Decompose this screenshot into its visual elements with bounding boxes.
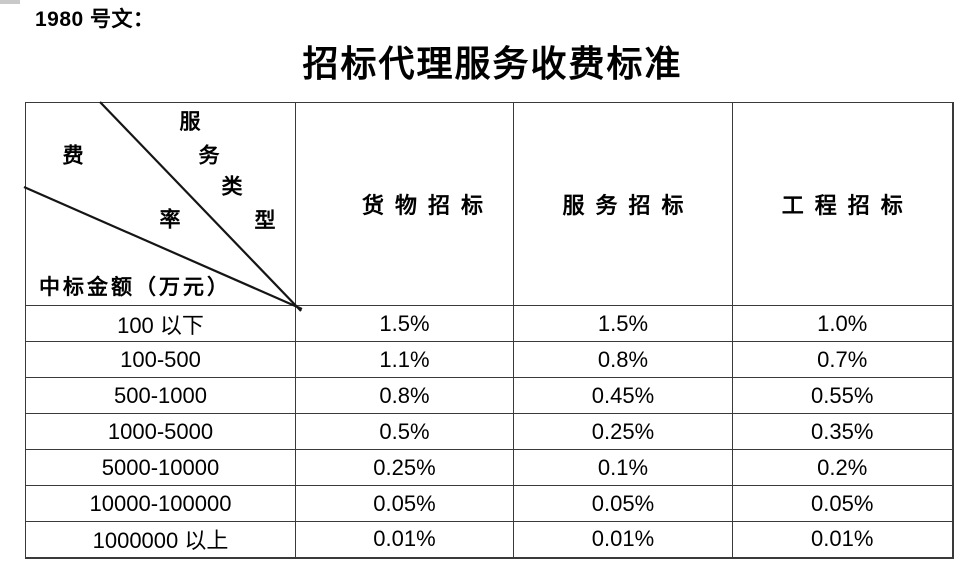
corner-service-type-char: 务	[198, 143, 220, 168]
table-row: 10000-100000 0.05% 0.05% 0.05%	[25, 485, 954, 522]
corner-rate-char: 率	[159, 207, 181, 232]
fee-cell: 0.25%	[295, 449, 514, 486]
fee-cell: 1.5%	[513, 305, 733, 342]
scan-artifact	[0, 0, 20, 4]
diagonal-corner-cell: 服 务 类 型 费 率 中标金额（万元）	[23, 101, 303, 312]
corner-rate-char: 费	[62, 143, 84, 168]
column-header-goods: 货物招标	[295, 102, 514, 306]
fee-cell: 0.25%	[513, 413, 733, 450]
fee-cell: 0.8%	[295, 377, 514, 414]
table-row: 1000-5000 0.5% 0.25% 0.35%	[25, 413, 954, 450]
fee-cell: 0.8%	[513, 341, 733, 378]
fee-cell: 0.55%	[732, 377, 954, 414]
row-label: 10000-100000	[25, 485, 296, 522]
fee-cell: 0.5%	[295, 413, 514, 450]
page-title: 招标代理服务收费标准	[302, 44, 683, 84]
table-row: 100-500 1.1% 0.8% 0.7%	[25, 341, 954, 378]
fee-cell: 0.01%	[513, 521, 733, 559]
table-row: 500-1000 0.8% 0.45% 0.55%	[25, 377, 954, 414]
fee-cell: 1.1%	[295, 341, 514, 378]
document-number: 1980 号文：	[35, 8, 155, 31]
fee-cell: 0.2%	[732, 449, 954, 486]
fee-cell: 0.45%	[513, 377, 733, 414]
fee-cell: 0.01%	[732, 521, 954, 559]
row-label: 1000000 以上	[25, 521, 296, 559]
fee-cell: 0.05%	[732, 485, 954, 522]
fee-cell: 1.0%	[732, 305, 954, 342]
fee-cell: 1.5%	[295, 305, 514, 342]
corner-amount-label: 中标金额（万元）	[39, 275, 231, 299]
fee-cell: 0.05%	[295, 485, 514, 522]
corner-service-type-char: 型	[254, 208, 276, 233]
fee-cell: 0.1%	[513, 449, 733, 486]
table-row: 1000000 以上 0.01% 0.01% 0.01%	[25, 521, 954, 559]
fee-cell: 0.05%	[513, 485, 733, 522]
fee-cell: 0.01%	[295, 521, 514, 559]
corner-service-type-char: 服	[179, 109, 201, 134]
row-label: 5000-10000	[25, 449, 296, 486]
table-row: 5000-10000 0.25% 0.1% 0.2%	[25, 449, 954, 486]
fee-standard-table: 服 务 类 型 费 率 中标金额（万元） 货物招标 服务招标 工程招标 100 …	[23, 101, 954, 559]
row-label: 500-1000	[25, 377, 296, 414]
column-header-service: 服务招标	[513, 102, 733, 306]
fee-cell: 0.35%	[732, 413, 954, 450]
row-label: 100 以下	[25, 305, 296, 342]
row-label: 1000-5000	[25, 413, 296, 450]
corner-service-type-char: 类	[221, 174, 243, 199]
column-header-engineering: 工程招标	[732, 102, 954, 306]
table-header-row: 服 务 类 型 费 率 中标金额（万元） 货物招标 服务招标 工程招标	[23, 101, 954, 312]
table-row: 100 以下 1.5% 1.5% 1.0%	[25, 305, 954, 342]
fee-cell: 0.7%	[732, 341, 954, 378]
row-label: 100-500	[25, 341, 296, 378]
